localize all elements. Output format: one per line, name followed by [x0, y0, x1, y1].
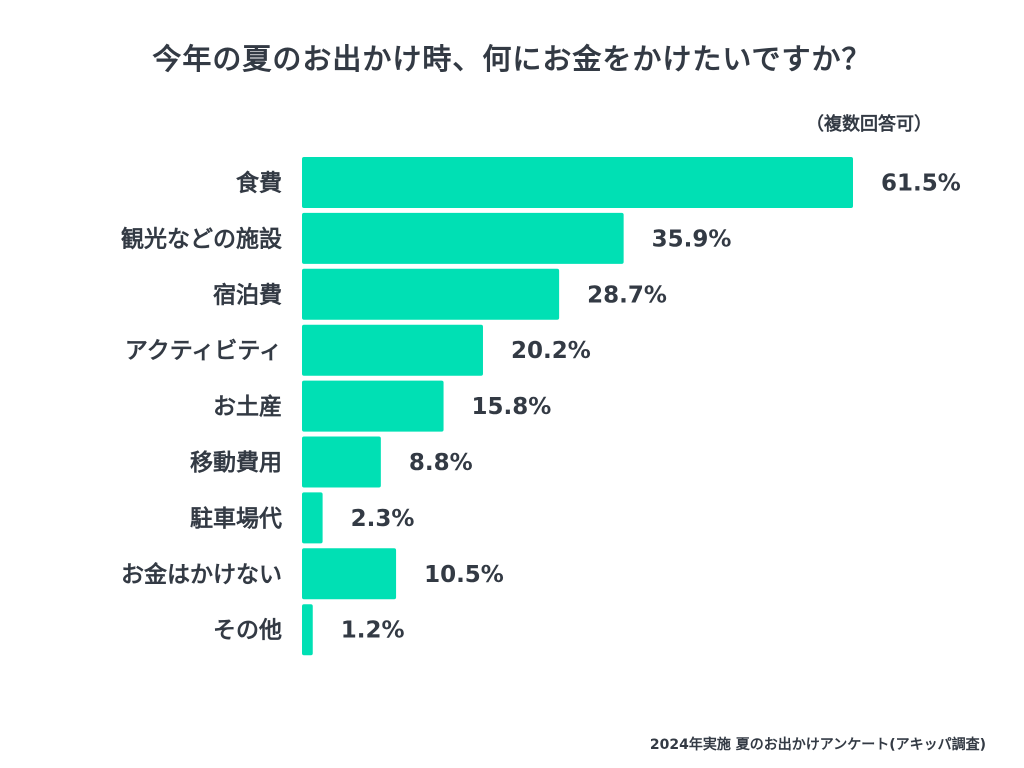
multiple-answers-note: （複数回答可）	[806, 114, 932, 135]
source-note: 2024年実施 夏のお出かけアンケート(アキッパ調査)	[649, 737, 986, 753]
bar-6	[302, 436, 381, 488]
value-label-2: 35.9%	[652, 226, 732, 252]
bar-2	[302, 212, 624, 264]
category-label-3: 宿泊費	[213, 281, 282, 308]
bar-4	[302, 324, 483, 376]
bar-5	[302, 380, 444, 432]
category-label-5: お土産	[213, 393, 282, 420]
value-label-9: 1.2%	[341, 618, 405, 644]
bar-8	[302, 548, 397, 600]
bar-7	[302, 492, 323, 544]
category-label-1: 食費	[236, 170, 282, 197]
chart-title: 今年の夏のお出かけ時、何にお金をかけたいですか？	[152, 42, 872, 76]
category-label-9: その他	[213, 618, 282, 644]
category-label-7: 駐車場代	[190, 505, 282, 532]
value-label-5: 15.8%	[472, 394, 552, 420]
value-label-7: 2.3%	[351, 506, 415, 532]
category-label-6: 移動費用	[190, 450, 282, 476]
bar-1	[302, 157, 853, 208]
value-label-1: 61.5%	[881, 171, 961, 197]
value-label-8: 10.5%	[424, 562, 504, 588]
value-label-6: 8.8%	[409, 450, 473, 476]
value-label-4: 20.2%	[511, 338, 591, 364]
category-label-4: アクティビティ	[125, 338, 282, 364]
category-label-8: お金はかけない	[121, 561, 282, 588]
value-label-3: 28.7%	[587, 282, 667, 308]
bar-3	[302, 268, 560, 320]
bar-9	[302, 604, 313, 656]
category-label-2: 観光などの施設	[121, 225, 283, 252]
